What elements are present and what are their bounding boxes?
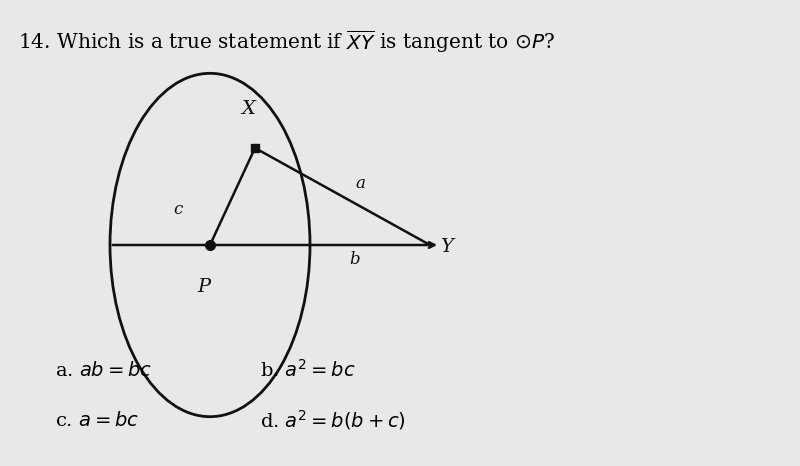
Text: d. $a^2 = b(b+c)$: d. $a^2 = b(b+c)$ [260,408,406,432]
Text: a: a [355,174,365,192]
Text: c: c [174,201,182,219]
Text: b: b [350,252,360,268]
Text: b. $a^2 = bc$: b. $a^2 = bc$ [260,359,356,381]
Text: 14. Which is a true statement if $\overline{XY}$ is tangent to $\odot P$?: 14. Which is a true statement if $\overl… [18,28,555,55]
Text: c. $a = bc$: c. $a = bc$ [55,411,139,430]
Text: a. $ab = bc$: a. $ab = bc$ [55,361,152,379]
Text: X: X [241,100,255,118]
Text: P: P [198,278,210,296]
Text: Y: Y [440,238,453,256]
